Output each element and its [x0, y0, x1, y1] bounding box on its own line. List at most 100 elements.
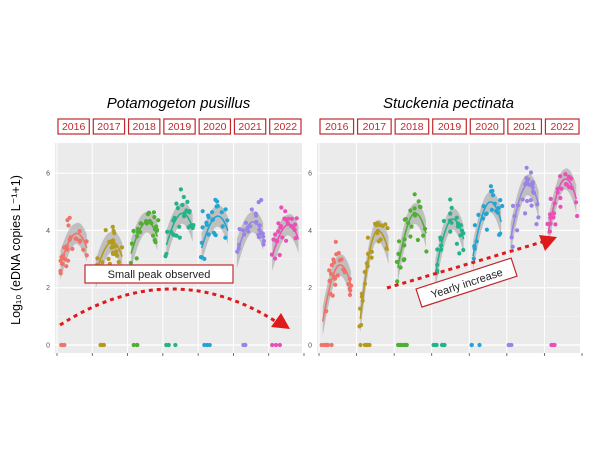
data-point: [134, 256, 139, 261]
data-point: [396, 251, 401, 256]
plot-background: [55, 143, 302, 353]
data-point: [65, 218, 70, 223]
data-point: [151, 233, 156, 238]
data-point: [131, 342, 136, 348]
data-point: [111, 250, 116, 255]
data-point: [200, 225, 205, 230]
data-point: [103, 228, 108, 233]
data-point: [101, 342, 106, 348]
year-label: 2020: [475, 121, 499, 133]
data-point: [489, 207, 494, 212]
data-point: [187, 209, 192, 214]
data-point: [211, 230, 216, 235]
year-label: 2019: [438, 121, 462, 133]
y-tick-label: 4: [308, 228, 312, 235]
data-point: [416, 199, 421, 204]
year-label-box: [57, 118, 90, 135]
data-point: [273, 256, 278, 261]
data-point: [421, 233, 426, 238]
y-tick-label: 6: [308, 171, 312, 178]
data-point: [206, 215, 211, 220]
data-point: [563, 172, 568, 177]
trend-line: [130, 221, 159, 254]
data-point: [225, 218, 230, 223]
data-point: [174, 201, 179, 206]
year-label: 2016: [325, 121, 349, 133]
data-point: [154, 224, 159, 229]
data-point: [81, 247, 86, 252]
data-point: [335, 273, 340, 278]
data-point: [545, 221, 550, 227]
chart-title: Stuckenia pectinata: [383, 95, 514, 112]
data-point: [282, 216, 287, 221]
data-point: [294, 216, 299, 221]
data-point: [220, 224, 225, 229]
data-point: [441, 218, 446, 224]
annotation-text: Small peak observed: [108, 269, 211, 281]
year-label-box: [92, 118, 126, 135]
year-label-box: [356, 118, 392, 135]
trend-line: [472, 201, 502, 257]
data-point: [276, 229, 281, 234]
data-point: [559, 186, 564, 191]
data-point: [528, 198, 533, 203]
data-point: [106, 256, 111, 261]
trend-line: [271, 224, 300, 257]
data-point: [280, 235, 285, 240]
data-point: [319, 342, 324, 348]
data-point: [506, 342, 511, 348]
data-point: [243, 342, 248, 348]
data-point: [333, 282, 338, 287]
data-point: [329, 263, 334, 268]
data-point: [369, 255, 374, 260]
data-point: [575, 213, 580, 219]
year-label-box: [198, 118, 232, 135]
data-point: [574, 200, 579, 205]
data-point: [165, 229, 170, 234]
data-point: [528, 170, 534, 175]
data-point: [153, 240, 158, 245]
data-point: [497, 232, 502, 237]
data-point: [567, 184, 572, 190]
data-point: [66, 223, 71, 228]
data-point: [534, 222, 539, 227]
confidence-band: [510, 174, 539, 254]
data-point: [515, 228, 520, 233]
data-point: [109, 245, 114, 250]
year-label-box: [233, 118, 267, 135]
confidence-band: [236, 211, 264, 269]
data-point: [484, 227, 489, 232]
annotation-arrowhead: [271, 313, 290, 329]
data-point: [177, 235, 182, 240]
data-point: [59, 342, 64, 348]
annotation-arrow: [386, 240, 543, 290]
annotation-box: [84, 264, 234, 284]
chart-panel-left: Potamogeton pusillus 0 2 4 6 2016 2017 2018 2019…: [46, 95, 305, 356]
data-point: [249, 207, 254, 212]
data-point: [112, 244, 117, 249]
data-point: [119, 245, 125, 250]
data-point: [454, 241, 459, 246]
confidence-band: [60, 222, 87, 280]
data-point: [567, 174, 572, 180]
data-point: [396, 239, 402, 244]
data-point: [100, 260, 105, 265]
trend-line: [59, 232, 88, 266]
trend-line: [165, 212, 194, 246]
data-point: [273, 342, 279, 348]
data-point: [152, 215, 157, 220]
year-label-box: [319, 118, 355, 135]
data-point: [339, 257, 344, 262]
data-point: [448, 211, 453, 216]
data-point: [77, 229, 82, 234]
data-point: [424, 249, 429, 254]
data-point: [461, 247, 466, 253]
data-point: [433, 342, 438, 348]
data-point: [178, 187, 183, 192]
year-label: 2022: [551, 121, 575, 133]
trend-line: [236, 221, 264, 254]
year-label: 2020: [203, 121, 227, 133]
trend-line: [95, 241, 123, 274]
data-point: [329, 342, 334, 348]
data-point: [553, 222, 558, 227]
